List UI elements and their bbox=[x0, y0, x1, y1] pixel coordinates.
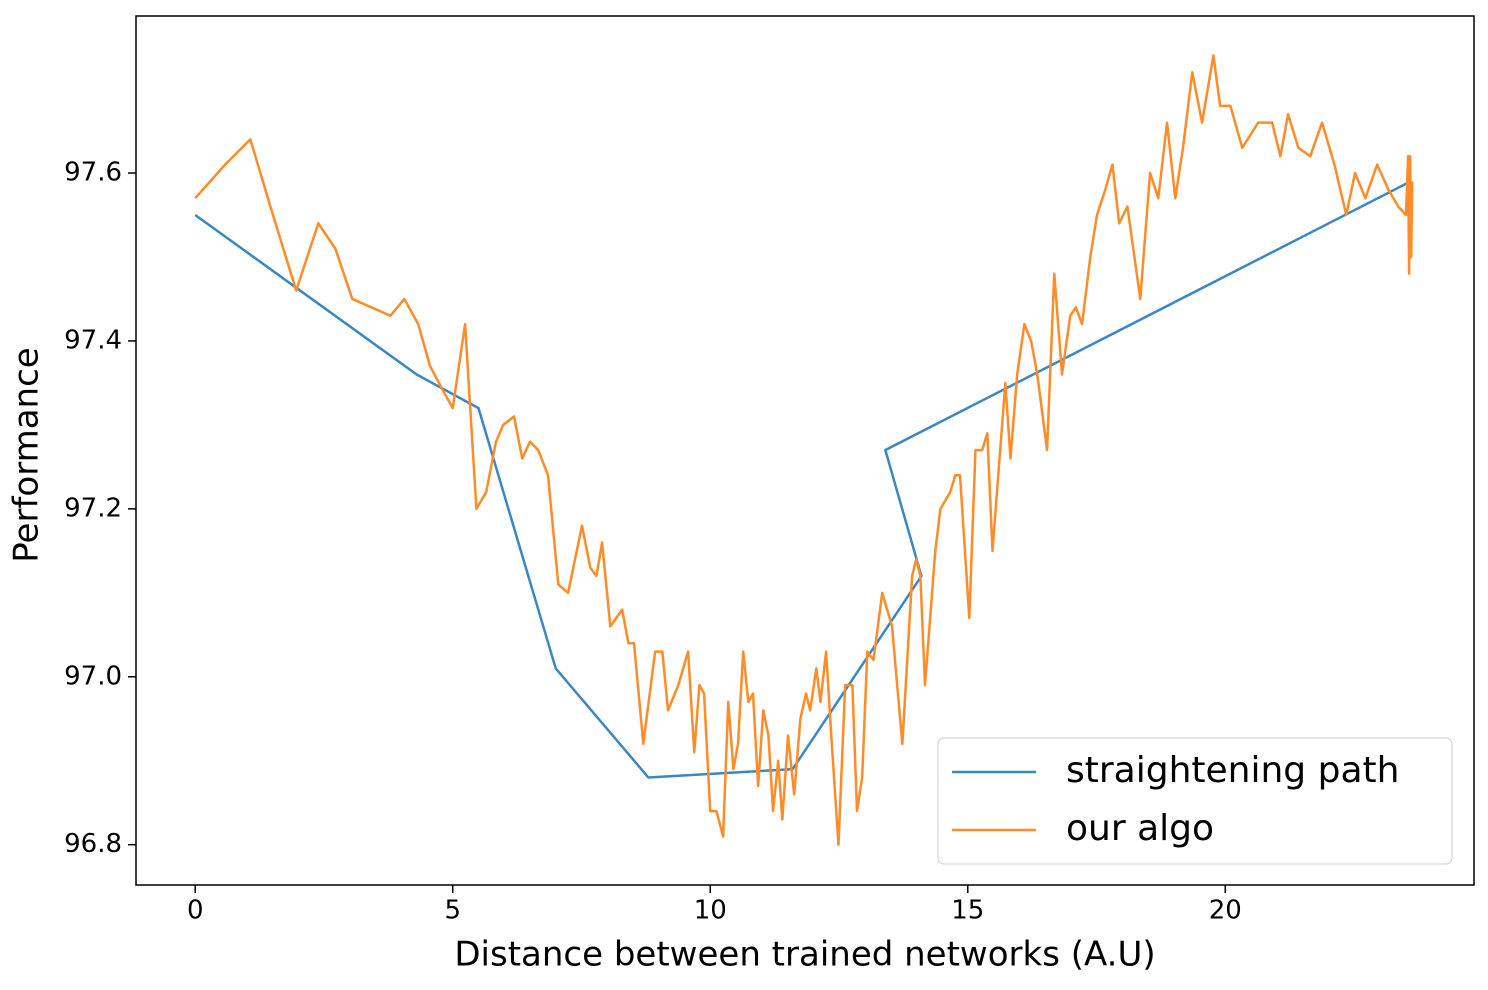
x-tick-label: 15 bbox=[951, 896, 984, 926]
x-tick-label: 20 bbox=[1209, 896, 1242, 926]
x-tick-label: 0 bbox=[187, 896, 204, 926]
x-axis-label: Distance between trained networks (A.U) bbox=[454, 935, 1155, 975]
legend-box bbox=[937, 737, 1453, 865]
y-tick-label: 97.0 bbox=[64, 661, 122, 691]
y-tick-label: 96.8 bbox=[64, 829, 122, 859]
x-tick-label: 10 bbox=[694, 896, 727, 926]
y-tick-label: 97.2 bbox=[64, 493, 122, 523]
y-tick-label: 97.6 bbox=[64, 158, 122, 188]
plot-frame bbox=[135, 15, 1475, 886]
y-tick-label: 97.4 bbox=[64, 325, 122, 355]
series-line bbox=[194, 180, 1412, 779]
x-tick-label: 5 bbox=[444, 896, 461, 926]
series-line bbox=[194, 54, 1414, 846]
legend-label: straightening path bbox=[1066, 750, 1399, 791]
legend-label: our algo bbox=[1066, 808, 1214, 849]
y-axis-label: Performance bbox=[7, 347, 47, 562]
